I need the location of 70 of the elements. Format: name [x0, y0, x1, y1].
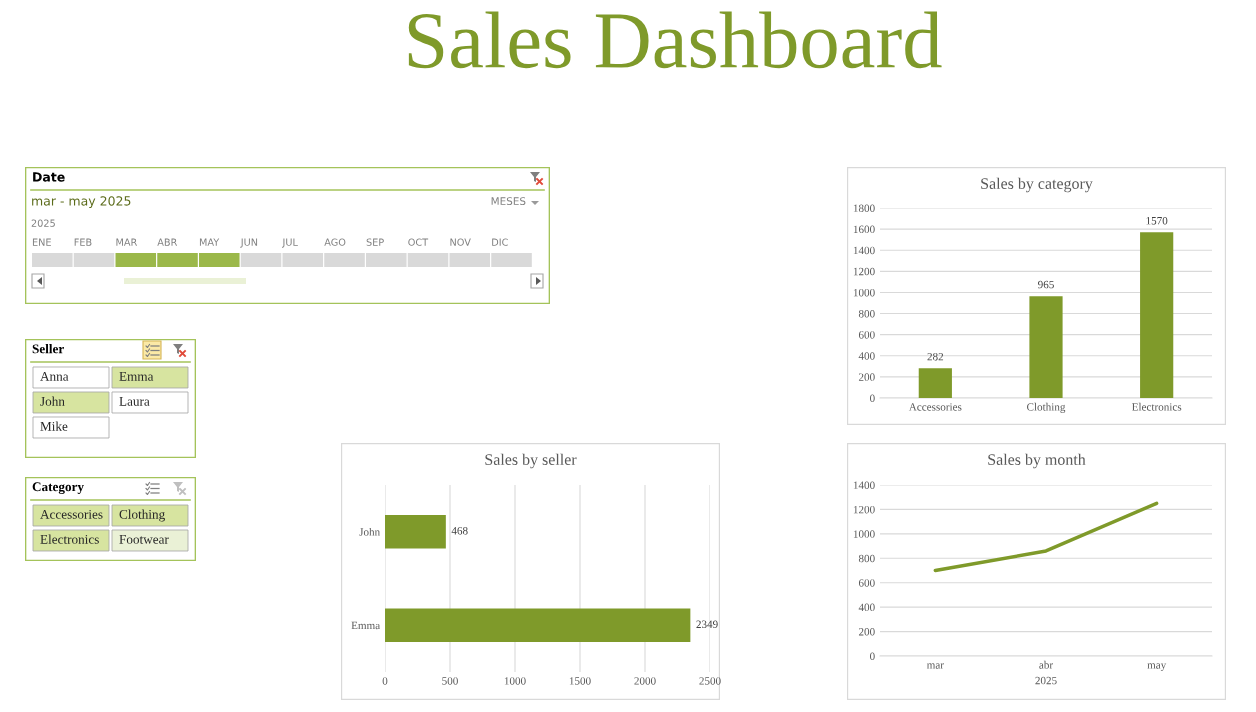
y-tick-label: 800 [858, 310, 875, 318]
y-tick-label: 600 [858, 331, 875, 339]
y-tick-label: 1400 [853, 481, 875, 489]
category-label: Laura [119, 397, 150, 406]
x-tick-label: 2000 [634, 677, 656, 685]
category-label: Electronics [40, 534, 99, 544]
category-label: FEB [74, 238, 92, 246]
x-axis-title: 2025 [1035, 676, 1057, 685]
chart-title: Sales by month [988, 453, 1086, 469]
x-tick-label: mar [926, 663, 944, 669]
text: Sales Dashboard [408, 11, 942, 69]
category-label: Clothing [119, 509, 165, 522]
category-label: AGO [324, 238, 346, 246]
category-label: OCT [408, 238, 429, 246]
text: 2025 [31, 219, 55, 227]
y-tick-label: 200 [858, 628, 875, 636]
x-tick-label: Accessories [908, 403, 962, 411]
text: mar - may 2025 [32, 196, 131, 209]
category-label: ENE [32, 238, 51, 246]
category-label: MAY [199, 238, 220, 246]
bar [918, 368, 952, 398]
x-tick-label: 500 [442, 677, 458, 685]
x-tick-label: 1000 [504, 677, 526, 685]
category-label: ABR [157, 238, 178, 246]
category-label: Anna [40, 371, 69, 381]
y-tick-label: 200 [858, 373, 875, 381]
y-tick-label: 800 [858, 554, 875, 563]
y-tick-label: 1200 [853, 505, 875, 514]
data-label: 282 [927, 352, 944, 361]
category-label: SEP [366, 238, 384, 246]
text: Category [32, 482, 84, 494]
bar [1140, 232, 1174, 398]
y-tick-label: 600 [858, 579, 875, 587]
x-tick-label: abr [1039, 660, 1053, 669]
category-label: JUL [282, 238, 298, 248]
category-label: NOV [450, 238, 471, 246]
x-tick-label: 2500 [699, 677, 721, 685]
x-tick-label: 0 [382, 677, 388, 685]
chart-title: Sales by category [981, 177, 1093, 193]
y-tick-label: 1600 [853, 225, 875, 234]
category-label: Footwear [119, 535, 169, 544]
category-label: DIC [492, 238, 508, 246]
category-label: JUN [240, 238, 258, 248]
data-label: 965 [1038, 280, 1054, 289]
y-tick-label: 0 [870, 394, 875, 402]
text: MESES [491, 197, 526, 206]
y-tick-label: 1800 [853, 204, 875, 212]
y-tick-label: 400 [858, 352, 875, 360]
x-tick-label: may [1147, 663, 1167, 671]
x-tick-label: Clothing [1027, 402, 1066, 413]
y-tick-label: 400 [858, 603, 875, 612]
x-tick-label: Electronics [1132, 402, 1182, 411]
data-label: 468 [451, 527, 468, 535]
chart-title: Sales by seller [485, 453, 577, 469]
category-label: John [40, 396, 65, 406]
category-label: Accessories [40, 509, 103, 519]
text: Date [33, 172, 65, 182]
y-tick-label: 1000 [853, 530, 875, 538]
x-tick-label: 1500 [569, 677, 591, 685]
y-tick-label: 1200 [853, 267, 875, 276]
bar [1029, 296, 1063, 398]
y-tick-label: 1400 [853, 246, 875, 255]
data-label: 2349 [696, 620, 718, 629]
category-label: Emma [119, 372, 154, 381]
y-tick-label: 1000 [853, 288, 875, 297]
category-label: MAR [116, 238, 138, 246]
text: Seller [32, 344, 64, 354]
data-label: 1570 [1146, 216, 1168, 225]
category-label: Mike [40, 421, 68, 431]
y-tick-label: 0 [870, 652, 875, 660]
